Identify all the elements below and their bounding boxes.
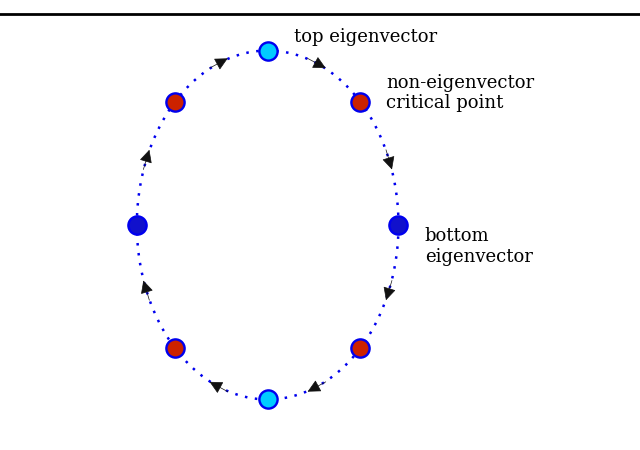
Point	[132, 221, 142, 229]
Point	[262, 396, 273, 403]
Point	[355, 98, 365, 105]
Point	[262, 396, 273, 403]
Point	[355, 345, 365, 352]
Point	[132, 221, 142, 229]
Text: bottom
eigenvector: bottom eigenvector	[425, 227, 532, 266]
Text: top eigenvector: top eigenvector	[294, 28, 437, 46]
Point	[170, 98, 180, 105]
Point	[262, 47, 273, 54]
Point	[394, 221, 404, 229]
Point	[170, 345, 180, 352]
Point	[262, 47, 273, 54]
Point	[355, 345, 365, 352]
Point	[355, 98, 365, 105]
Point	[170, 345, 180, 352]
Point	[170, 98, 180, 105]
Point	[394, 221, 404, 229]
Text: non-eigenvector
critical point: non-eigenvector critical point	[387, 73, 534, 112]
